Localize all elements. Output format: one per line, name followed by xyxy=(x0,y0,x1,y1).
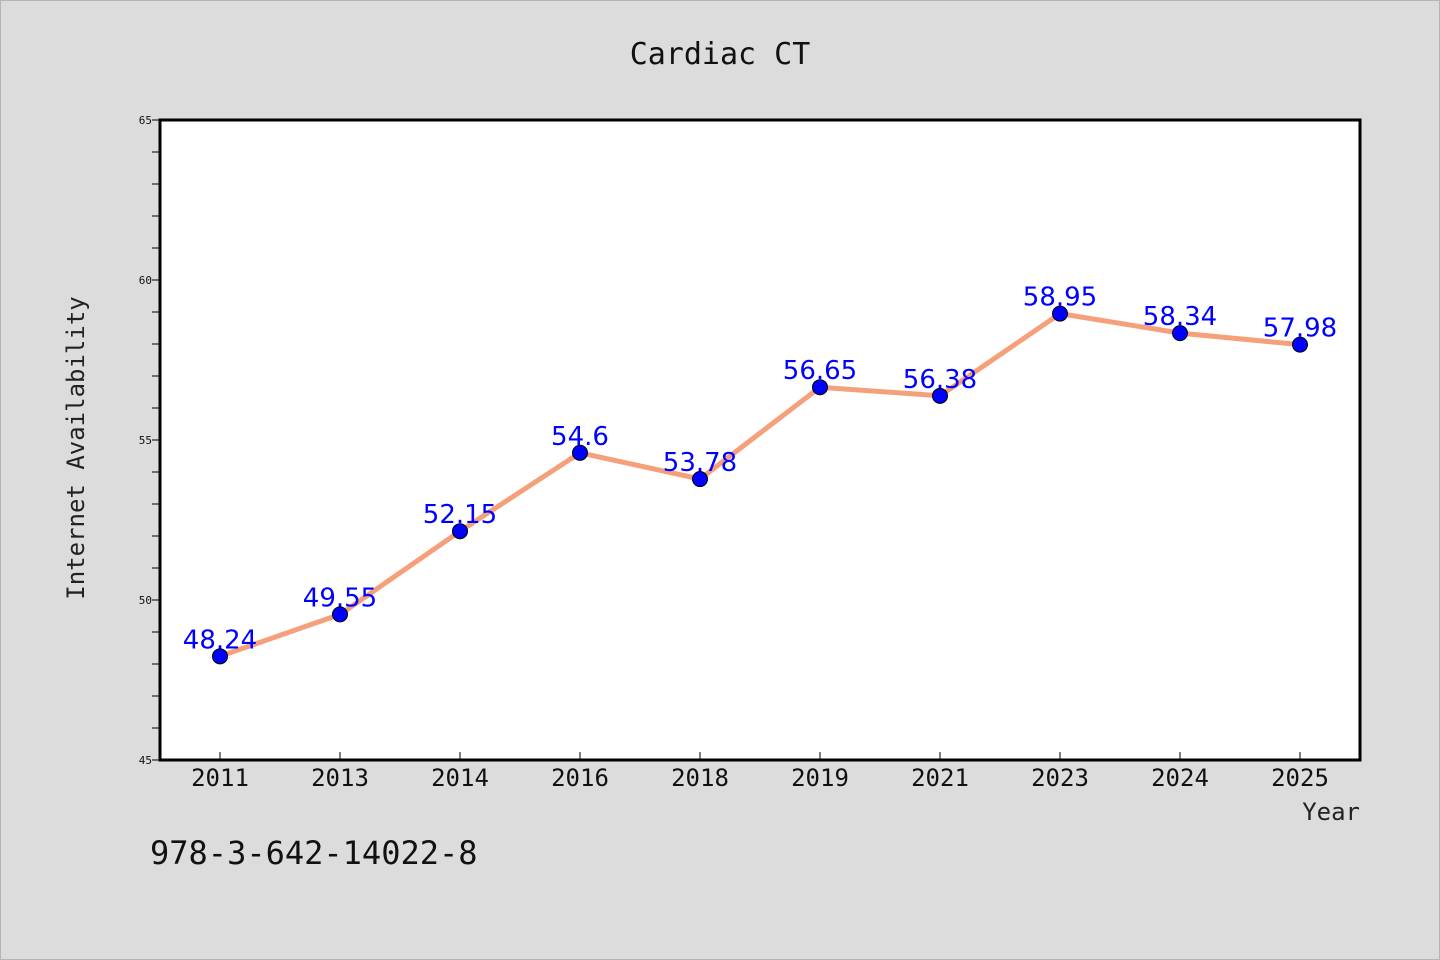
footer-text: 978-3-642-14022-8 xyxy=(150,834,478,872)
data-point xyxy=(932,387,948,404)
data-label: 56.38 xyxy=(903,365,977,395)
x-axis: 2011 2013 2014 2016 2018 2019 2021 2023 2024 2025 xyxy=(191,752,1329,792)
y-tick-label: 55 xyxy=(139,434,152,447)
y-tick-label: 60 xyxy=(139,274,152,287)
data-label: 54.6 xyxy=(551,422,609,452)
data-label: 53.78 xyxy=(663,448,737,478)
data-point xyxy=(812,379,828,396)
data-point xyxy=(332,606,348,623)
data-label: 58.95 xyxy=(1023,283,1097,313)
x-tick-label: 2021 xyxy=(911,764,969,792)
x-tick-label: 2019 xyxy=(791,764,849,792)
data-point xyxy=(212,648,228,665)
data-label: 58.34 xyxy=(1143,302,1217,332)
series-line xyxy=(217,311,1303,659)
x-tick-label: 2023 xyxy=(1031,764,1089,792)
series-markers xyxy=(212,305,1308,665)
y-tick-label: 65 xyxy=(139,114,152,127)
data-point xyxy=(572,444,588,461)
y-tick-label: 50 xyxy=(139,594,152,607)
x-tick-label: 2014 xyxy=(431,764,489,792)
data-label: 57.98 xyxy=(1263,314,1337,344)
x-tick-label: 2016 xyxy=(551,764,609,792)
data-label: 52.15 xyxy=(423,500,497,530)
y-tick-label: 45 xyxy=(139,754,152,767)
data-point xyxy=(1292,336,1308,353)
x-tick-label: 2013 xyxy=(311,764,369,792)
x-tick-label: 2011 xyxy=(191,764,249,792)
x-tick-label: 2025 xyxy=(1271,764,1329,792)
x-tick-label: 2024 xyxy=(1151,764,1209,792)
plot-area xyxy=(158,118,1362,762)
data-label: 56.65 xyxy=(783,356,857,386)
chart-title: Cardiac CT xyxy=(630,37,811,72)
data-label: 49.55 xyxy=(303,583,377,613)
data-labels: 48.24 49.55 52.15 54.6 53.78 56.65 56.38 58.95 5… xyxy=(183,283,1337,656)
data-label: 48.24 xyxy=(183,625,257,655)
data-point xyxy=(692,471,708,488)
data-point xyxy=(1172,325,1188,342)
y-axis-label: Internet Availability xyxy=(62,296,90,599)
y-axis: 45 50 55 60 65 xyxy=(139,114,160,767)
x-axis-label: Year xyxy=(1302,798,1360,826)
x-tick-label: 2018 xyxy=(671,764,729,792)
data-point xyxy=(1052,305,1068,322)
data-point xyxy=(452,523,468,540)
